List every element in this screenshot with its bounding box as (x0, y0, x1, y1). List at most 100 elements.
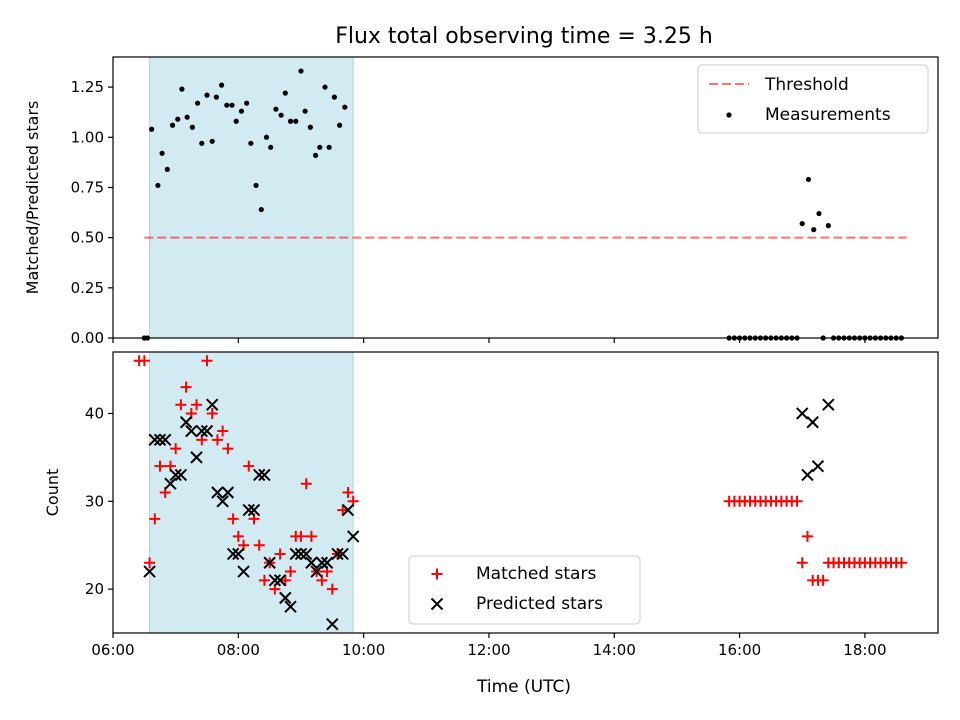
x-tick-label: 10:00 (342, 641, 385, 659)
matched-star-point (149, 513, 161, 525)
axes-frame (112, 56, 939, 339)
y-axis-label: Matched/Predicted stars (23, 101, 42, 295)
measurement-point (224, 102, 230, 108)
measurement-point (155, 182, 161, 189)
series-matched-stars (133, 355, 907, 595)
predicted-star-point (811, 459, 825, 473)
measurement-point (194, 100, 201, 106)
measurement-point (825, 223, 831, 229)
measurement-point (342, 104, 348, 110)
measurement-point (204, 92, 210, 98)
measurement-point (238, 108, 245, 114)
matched-star-point (227, 513, 239, 525)
predicted-star-point (190, 451, 203, 464)
measurement-point (317, 144, 323, 150)
predicted-star-point (341, 503, 355, 517)
matched-star-point (801, 530, 813, 542)
predicted-star-point (289, 547, 302, 561)
matched-star-point (431, 568, 443, 580)
measurement-point (805, 176, 812, 183)
matched-star-point (232, 530, 244, 542)
predicted-star-point (242, 503, 255, 517)
legend: Threshold Measurements (697, 64, 929, 134)
matched-star-point (154, 460, 166, 472)
matched-star-point (206, 407, 218, 419)
matched-star-point (138, 355, 150, 367)
measurement-point (244, 100, 250, 106)
bottom-panel: 06:00 08:00 10:00 12:00 14:00 16:00 18:00 20 30 4… (43, 351, 939, 659)
measurement-point (209, 138, 215, 144)
predicted-star-point (221, 486, 235, 499)
predicted-star-point (796, 407, 809, 420)
figure-title: Flux total observing time = 3.25 h (335, 24, 713, 49)
predicted-star-point (252, 468, 266, 482)
measurement-point (282, 90, 288, 96)
measurement-point (278, 112, 284, 118)
measurement-point (816, 210, 822, 217)
predicted-star-point (430, 597, 444, 611)
x-tick-label: 08:00 (217, 641, 260, 659)
matched-star-point (191, 399, 203, 411)
y-tick-label: 1.00 (71, 128, 104, 146)
measurement-point (253, 182, 259, 189)
x-tick-label: 06:00 (91, 641, 134, 659)
legend-box (408, 555, 641, 625)
y-tick-label: 20 (85, 580, 104, 598)
predicted-star-point (273, 574, 287, 587)
predicted-star-point (200, 424, 214, 438)
y-axis-label: Count (43, 469, 62, 517)
measurement-point (184, 114, 190, 120)
matched-star-point (285, 566, 297, 578)
matched-star-point (253, 539, 265, 551)
y-tick-label: 0.00 (71, 329, 104, 347)
axes-frame (112, 351, 939, 634)
legend: Matched stars Predicted stars (408, 555, 641, 625)
measurement-point (169, 122, 176, 128)
matched-star-point (791, 495, 803, 507)
measurement-point (164, 166, 170, 172)
predicted-star-point (237, 565, 250, 578)
matched-star-point (243, 460, 255, 472)
matched-star-point (337, 504, 349, 516)
predicted-star-point (179, 416, 193, 429)
measurement-point (811, 227, 817, 233)
x-tick-label: 14:00 (593, 641, 636, 659)
measurement-point (263, 134, 270, 140)
predicted-star-point (822, 398, 835, 411)
measurement-point (302, 108, 308, 114)
legend-matched-label: Matched stars (476, 564, 596, 584)
predicted-star-point (226, 547, 240, 561)
matched-star-point (295, 530, 307, 542)
predicted-star-point (143, 565, 156, 578)
observing-window-shade (149, 351, 354, 634)
predicted-star-point (801, 468, 814, 482)
matched-star-point (796, 557, 808, 569)
y-tick-label: 0.25 (71, 279, 104, 297)
measurement-point (287, 118, 294, 124)
predicted-star-point (346, 530, 360, 543)
matched-star-point (144, 557, 156, 569)
matched-star-point (170, 443, 182, 455)
legend-box (697, 64, 929, 134)
measurement-point (298, 68, 304, 74)
x-axis-label: Time (UTC) (476, 677, 571, 697)
matched-star-point (342, 487, 354, 498)
predicted-star-point (232, 547, 245, 561)
predicted-star-point (331, 547, 344, 561)
y-tick-label: 30 (85, 492, 104, 510)
top-panel: 0.00 0.25 0.50 0.75 1.00 1.25 Matched/Predicte… (23, 56, 939, 347)
y-tick-label: 40 (85, 404, 104, 422)
measurement-point (322, 84, 328, 90)
predicted-star-point (258, 468, 271, 482)
y-tick-label: 1.25 (71, 78, 104, 96)
predicted-star-point (806, 416, 819, 429)
predicted-star-point (299, 547, 313, 561)
predicted-star-point (247, 503, 261, 517)
x-tick-label: 18:00 (843, 641, 886, 659)
y-tick-label: 0.75 (71, 178, 104, 196)
measurement-point (326, 144, 332, 150)
predicted-star-point (336, 547, 349, 561)
predicted-star-point (185, 424, 198, 438)
predicted-star-point (310, 565, 323, 578)
